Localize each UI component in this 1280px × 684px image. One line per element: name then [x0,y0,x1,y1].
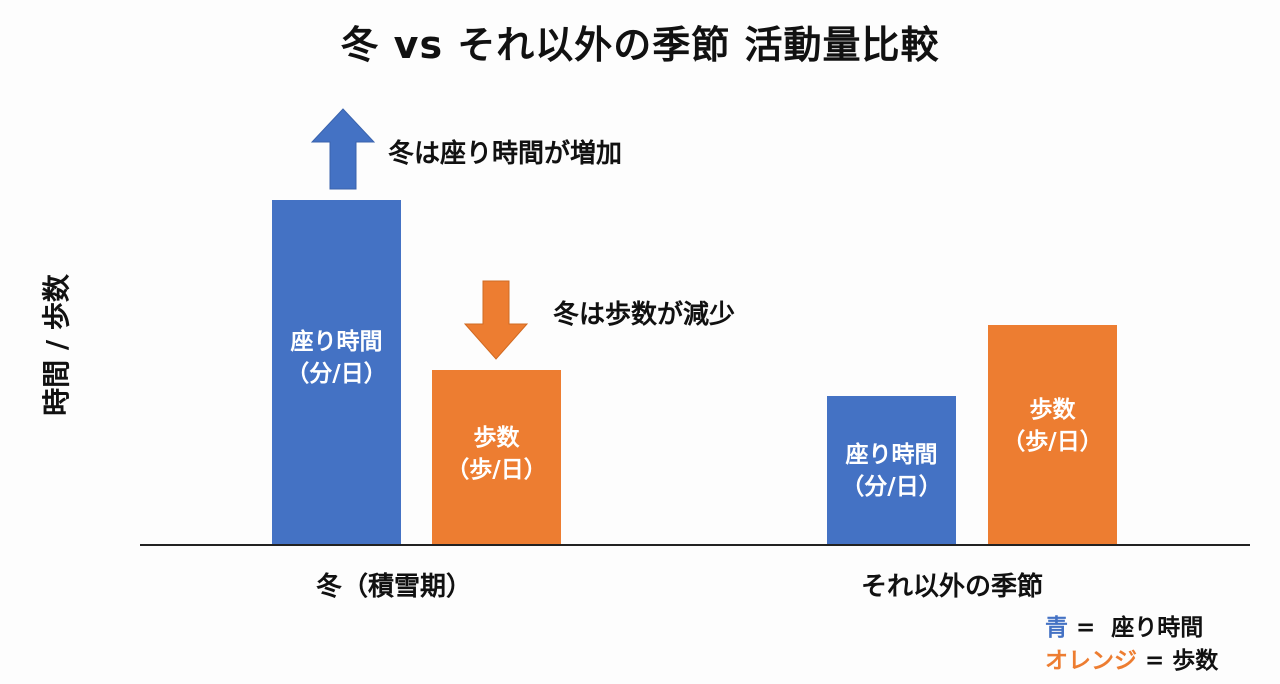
category-label-winter: 冬（積雪期） [316,572,473,602]
legend-item-orange: オレンジ = 歩数 [1045,645,1218,678]
legend-item-blue: 青 = 座り時間 [1045,612,1218,645]
legend-text-blue: = 座り時間 [1068,615,1204,641]
bar-label: 座り時間 [290,328,383,355]
bar-unit: （分/日） [841,473,942,500]
category-label-other: それ以外の季節 [861,572,1044,602]
bar-unit: （分/日） [286,360,387,387]
bar-label: 歩数 [473,424,520,451]
bar-winter-sitting: 座り時間 （分/日） [272,200,401,545]
bar-label: 歩数 [1029,397,1076,423]
y-axis-label: 時間 / 歩数 [40,274,73,416]
annotation-steps-decrease: 冬は歩数が減少 [553,300,736,330]
annotation-sitting-increase: 冬は座り時間が増加 [388,139,623,169]
bar-other-sitting: 座り時間 （分/日） [827,396,956,545]
bar-unit: （歩/日） [446,456,547,483]
bar-unit: （歩/日） [1002,429,1103,455]
legend: 青 = 座り時間 オレンジ = 歩数 [1045,612,1218,678]
bar-other-steps: 歩数 （歩/日） [988,325,1117,545]
bar-label: 座り時間 [845,441,938,468]
chart-title: 冬 vs それ以外の季節 活動量比較 [340,23,940,67]
bar-winter-steps: 歩数 （歩/日） [432,370,561,545]
legend-key-blue: 青 [1045,615,1068,641]
x-axis-line [140,544,1250,546]
legend-key-orange: オレンジ [1045,648,1137,674]
arrow-up-icon [311,108,375,190]
legend-text-orange: = 歩数 [1137,648,1219,674]
arrow-down-icon [464,280,528,360]
